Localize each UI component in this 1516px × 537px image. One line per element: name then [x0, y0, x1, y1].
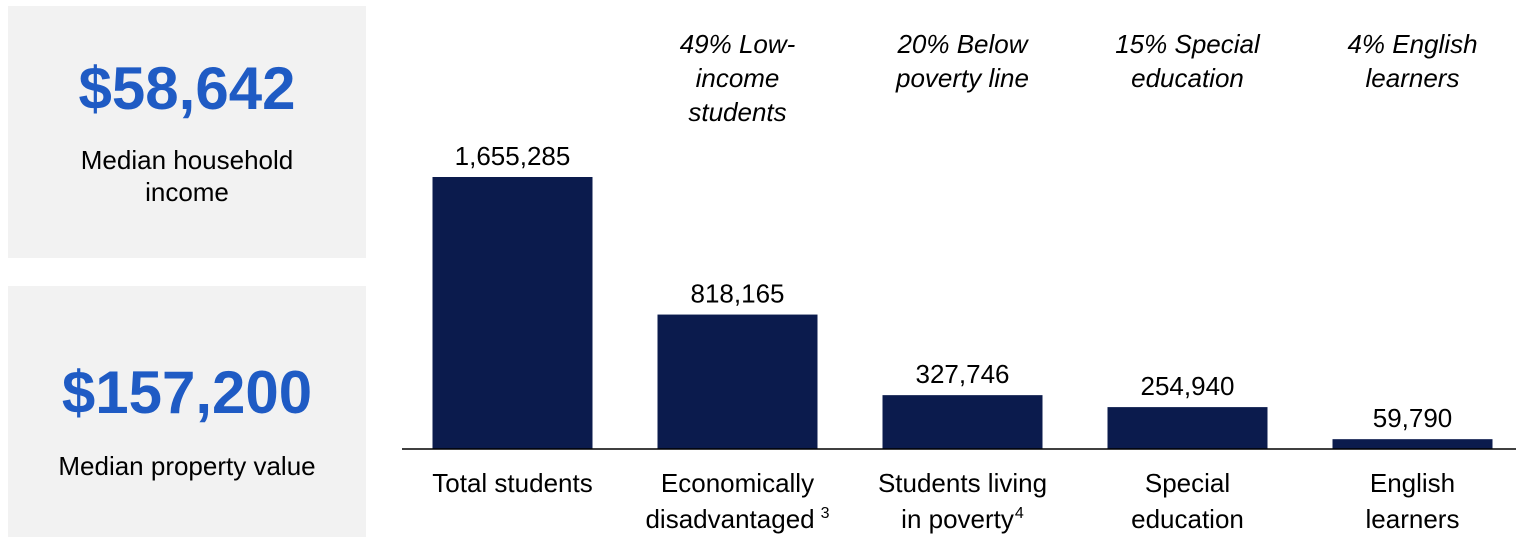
category-label-1-line-0: Economically: [661, 468, 814, 498]
annotation-3-line-1: education: [1131, 63, 1244, 93]
data-label-0: 1,655,285: [455, 141, 571, 171]
annotation-2-line-0: 20% Below: [896, 29, 1029, 59]
category-label-2-line-0: Students living: [878, 468, 1047, 498]
annotation-3-line-0: 15% Special: [1115, 29, 1261, 59]
annotation-1-line-2: students: [688, 97, 786, 127]
annotation-1-line-1: income: [696, 63, 780, 93]
category-label-3-line-1: education: [1131, 504, 1244, 534]
stat-label: Median property value: [58, 451, 316, 481]
annotation-4-line-1: learners: [1366, 63, 1460, 93]
category-label-4-line-1: learners: [1366, 504, 1460, 534]
category-label-3-line-0: Special: [1145, 468, 1230, 498]
data-label-4: 59,790: [1373, 403, 1453, 433]
data-label-1: 818,165: [691, 279, 785, 309]
footnote-marker: 4: [1015, 505, 1024, 522]
bar-4: [1332, 439, 1493, 449]
stat-value: $157,200: [61, 359, 313, 426]
annotation-4-line-0: 4% English: [1347, 29, 1477, 59]
bar-2: [882, 395, 1043, 449]
data-label-3: 254,940: [1141, 371, 1235, 401]
annotation-2-line-1: poverty line: [895, 63, 1029, 93]
footnote-marker: 3: [821, 505, 830, 522]
stat-card-property-value: $157,200 Median property value: [8, 286, 366, 537]
stat-card-household-income: $58,642 Median household income: [8, 6, 366, 258]
category-label-1-line-1: disadvantaged 3: [645, 504, 829, 534]
data-label-2: 327,746: [916, 359, 1010, 389]
category-label-2-line-1: in poverty4: [901, 504, 1024, 534]
bar-1: [657, 314, 818, 449]
category-label-0-line-0: Total students: [432, 468, 592, 498]
bar-3: [1107, 407, 1268, 449]
stat-label: Median household income: [80, 145, 294, 207]
stat-value: $58,642: [78, 55, 296, 122]
annotation-1-line-0: 49% Low-: [680, 29, 796, 59]
category-label-4-line-0: English: [1370, 468, 1455, 498]
bar-0: [432, 177, 593, 449]
